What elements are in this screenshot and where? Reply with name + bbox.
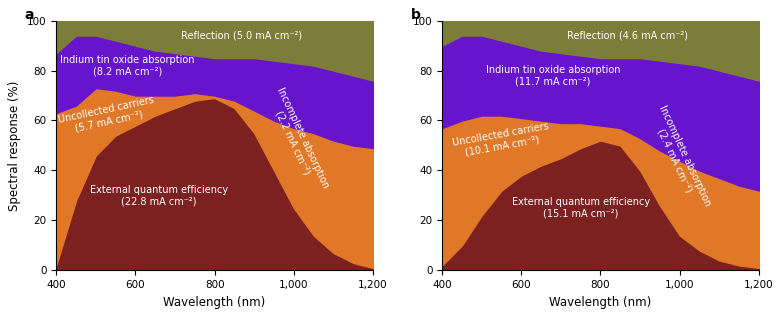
Text: Indium tin oxide absorption
(8.2 mA cm⁻²): Indium tin oxide absorption (8.2 mA cm⁻²… (60, 55, 195, 76)
Y-axis label: Spectral response (%): Spectral response (%) (9, 80, 21, 211)
Text: External quantum efficiency
(22.8 mA cm⁻²): External quantum efficiency (22.8 mA cm⁻… (90, 184, 228, 206)
Text: Uncollected carriers
(10.1 mA cm⁻²): Uncollected carriers (10.1 mA cm⁻²) (451, 121, 551, 159)
Text: Incomplete absorption
(2.4 mA cm⁻²): Incomplete absorption (2.4 mA cm⁻²) (647, 103, 712, 212)
Text: Incomplete absorption
(2.2 mA cm⁻²): Incomplete absorption (2.2 mA cm⁻²) (264, 86, 331, 195)
Text: Uncollected carriers
(5.7 mA cm⁻²): Uncollected carriers (5.7 mA cm⁻²) (58, 95, 158, 136)
Text: External quantum efficiency
(15.1 mA cm⁻²): External quantum efficiency (15.1 mA cm⁻… (511, 197, 650, 219)
Text: Reflection (4.6 mA cm⁻²): Reflection (4.6 mA cm⁻²) (567, 30, 687, 41)
X-axis label: Wavelength (nm): Wavelength (nm) (550, 296, 651, 309)
Text: b: b (411, 8, 421, 22)
X-axis label: Wavelength (nm): Wavelength (nm) (163, 296, 266, 309)
Text: Indium tin oxide absorption
(11.7 mA cm⁻²): Indium tin oxide absorption (11.7 mA cm⁻… (486, 65, 620, 86)
Text: a: a (24, 8, 34, 22)
Text: Reflection (5.0 mA cm⁻²): Reflection (5.0 mA cm⁻²) (181, 30, 302, 41)
